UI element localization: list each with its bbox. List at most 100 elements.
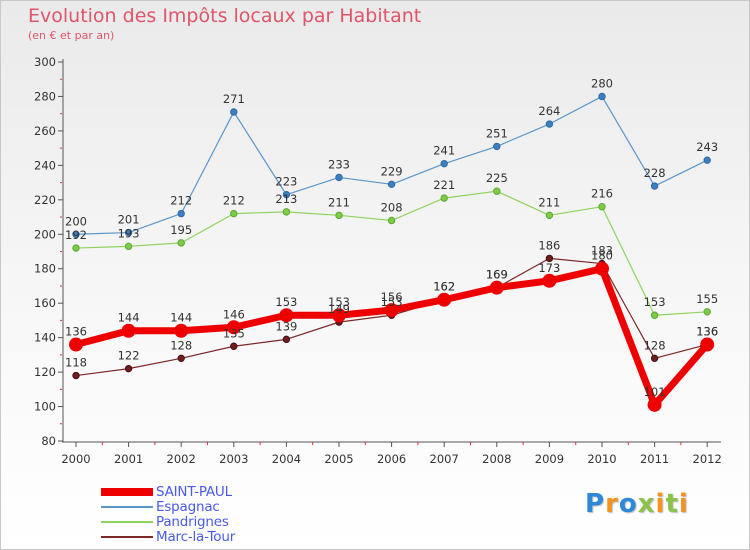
data-label-saint-paul: 173 [538,261,560,275]
data-label-espagnac: 228 [644,166,666,180]
data-label-marc-la-tour: 186 [538,238,560,252]
data-label-pandrignes: 153 [644,295,666,309]
legend-swatch [101,506,153,508]
point-marc-la-tour [230,342,238,350]
data-label-espagnac: 229 [381,164,403,178]
point-pandrignes [493,187,501,195]
data-label-marc-la-tour: 183 [591,244,613,258]
data-label-marc-la-tour: 122 [118,349,140,363]
data-label-saint-paul: 146 [223,307,245,321]
data-label-pandrignes: 193 [118,226,140,240]
x-tick-label: 2008 [482,452,511,466]
y-tick-label: 120 [34,365,56,379]
data-label-marc-la-tour: 118 [65,356,87,370]
point-pandrignes [598,203,606,211]
point-espagnac [545,120,554,128]
data-label-pandrignes: 192 [65,228,87,242]
point-saint-paul [279,308,294,323]
data-label-marc-la-tour: 153 [381,295,403,309]
point-espagnac [124,228,133,237]
data-label-espagnac: 271 [223,92,245,106]
legend-label: Marc-la-Tour [156,529,236,545]
point-saint-paul [174,323,189,338]
point-espagnac [335,173,343,182]
x-tick-label: 2000 [61,452,90,466]
point-espagnac [650,182,659,190]
y-tick-label: 180 [34,262,56,276]
x-tick-label: 2009 [535,452,564,466]
y-tick-label: 220 [34,193,56,207]
point-marc-la-tour [545,254,554,263]
x-tick-label: 2012 [693,452,722,466]
data-label-saint-paul: 136 [696,325,718,339]
data-label-saint-paul: 169 [486,268,508,282]
x-tick-label: 2001 [114,452,143,466]
data-label-saint-paul: 153 [328,295,350,309]
point-saint-paul [384,303,399,318]
point-marc-la-tour [282,335,291,344]
point-pandrignes [282,208,291,216]
y-tick-label: 80 [41,434,56,448]
data-label-pandrignes: 216 [591,187,613,201]
point-marc-la-tour [650,354,659,363]
data-label-pandrignes: 225 [486,171,508,185]
data-label-espagnac: 223 [275,175,297,189]
x-tick-label: 2011 [640,452,669,466]
logo-letter: t [665,489,679,519]
y-tick-label: 140 [34,331,56,345]
point-espagnac [230,108,238,116]
data-label-espagnac: 200 [65,214,87,228]
data-label-saint-paul: 144 [170,311,192,325]
data-label-pandrignes: 195 [170,223,192,237]
point-saint-paul [437,292,452,307]
data-label-espagnac: 212 [170,194,192,208]
data-label-marc-la-tour: 128 [644,338,666,352]
point-saint-paul [542,273,557,288]
y-tick-label: 160 [34,296,56,310]
data-label-espagnac: 201 [118,213,140,227]
x-tick-label: 2004 [272,452,301,466]
x-tick-label: 2003 [219,452,248,466]
point-saint-paul [69,337,83,352]
point-espagnac [493,142,501,151]
point-saint-paul [647,397,662,412]
data-label-pandrignes: 221 [433,178,455,192]
logo-letter: i [655,489,666,519]
y-tick-label: 240 [34,158,56,172]
point-pandrignes [177,239,185,247]
point-pandrignes [440,194,448,202]
point-espagnac [282,190,291,199]
legend-swatch [101,488,153,496]
point-pandrignes [230,209,238,218]
point-espagnac [387,180,396,189]
point-pandrignes [545,211,554,220]
logo-letter: i [678,489,689,519]
point-pandrignes [650,311,659,319]
point-espagnac [440,159,448,168]
point-pandrignes [387,216,396,225]
data-label-espagnac: 251 [486,126,508,140]
point-espagnac [72,230,80,238]
data-label-saint-paul: 153 [275,295,297,309]
logo-letter: o [618,489,638,519]
point-pandrignes [72,244,80,252]
legend-label: Pandrignes [156,514,229,530]
point-saint-paul [226,320,241,335]
data-label-marc-la-tour: 139 [275,319,297,333]
data-label-espagnac: 280 [591,76,613,90]
legend-label: Espagnac [156,499,220,515]
data-label-pandrignes: 212 [223,194,245,208]
data-label-saint-paul: 136 [65,325,87,339]
x-tick-label: 2006 [377,452,406,466]
data-label-espagnac: 241 [433,144,455,158]
data-label-marc-la-tour: 149 [328,302,350,316]
logo-letter: x [637,489,656,519]
y-tick-label: 300 [34,55,56,69]
data-label-marc-la-tour: 136 [696,325,718,339]
x-tick-label: 2005 [324,452,353,466]
point-saint-paul [121,323,136,338]
data-label-marc-la-tour: 162 [433,280,455,294]
y-tick-label: 280 [34,89,56,103]
